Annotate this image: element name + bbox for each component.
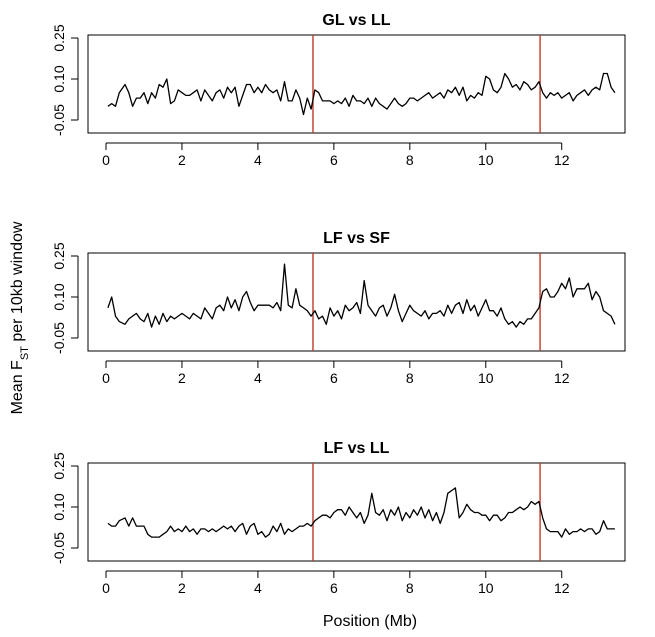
chart-panel-2: LF vs SF 0 2 4 6 8 10 12 -0.05 0.10 0.25 — [51, 230, 626, 386]
panel-title: LF vs LL — [324, 440, 390, 457]
y-tick-label: -0.05 — [51, 104, 67, 136]
x-tick-label: 4 — [254, 580, 262, 596]
x-tick-label: 12 — [554, 370, 570, 386]
y-tick-label: 0.25 — [51, 24, 67, 51]
chart-panels: GL vs LL 0 2 4 6 8 10 12 -0.05 0.10 0.25 LF vs SF 0 2… — [51, 12, 626, 596]
fst-series-line — [107, 263, 616, 328]
x-tick-label: 8 — [406, 152, 414, 168]
x-tick-label: 2 — [178, 370, 186, 386]
plot-frame — [87, 462, 626, 562]
x-tick-label: 8 — [406, 370, 414, 386]
x-tick-label: 10 — [478, 580, 494, 596]
x-tick-label: 10 — [478, 370, 494, 386]
y-axis-label: Mean FST per 10kb window — [9, 221, 31, 414]
y-tick-label: 0.10 — [51, 283, 67, 310]
fst-series-line — [107, 72, 616, 116]
x-axis-label: Position (Mb) — [323, 613, 417, 630]
x-tick-label: 6 — [330, 152, 338, 168]
y-tick-label: -0.05 — [51, 322, 67, 354]
x-tick-label: 0 — [102, 152, 110, 168]
x-tick-label: 8 — [406, 580, 414, 596]
x-tick-label: 12 — [554, 580, 570, 596]
y-tick-label: 0.10 — [51, 493, 67, 520]
x-tick-label: 4 — [254, 152, 262, 168]
x-tick-label: 0 — [102, 580, 110, 596]
x-tick-label: 10 — [478, 152, 494, 168]
chart-panel-1: GL vs LL 0 2 4 6 8 10 12 -0.05 0.10 0.25 — [51, 12, 626, 168]
chart-panel-3: LF vs LL 0 2 4 6 8 10 12 -0.05 0.10 0.25 — [51, 440, 626, 596]
y-tick-label: 0.25 — [51, 452, 67, 479]
y-axis-label-subscript: ST — [19, 346, 31, 360]
x-tick-label: 6 — [330, 580, 338, 596]
fst-series-line — [107, 487, 615, 538]
panel-title: LF vs SF — [323, 230, 390, 247]
y-tick-label: 0.25 — [51, 242, 67, 269]
x-tick-label: 0 — [102, 370, 110, 386]
y-tick-label: -0.05 — [51, 532, 67, 564]
x-tick-label: 12 — [554, 152, 570, 168]
x-tick-label: 2 — [178, 152, 186, 168]
plot-frame — [87, 252, 626, 352]
plot-frame — [87, 34, 626, 134]
y-axis-label-tail: per 10kb window — [9, 221, 26, 346]
x-tick-label: 6 — [330, 370, 338, 386]
y-axis-label-main: Mean F — [9, 360, 26, 414]
y-tick-label: 0.10 — [51, 65, 67, 92]
panel-title: GL vs LL — [322, 12, 390, 29]
x-tick-label: 4 — [254, 370, 262, 386]
x-tick-label: 2 — [178, 580, 186, 596]
